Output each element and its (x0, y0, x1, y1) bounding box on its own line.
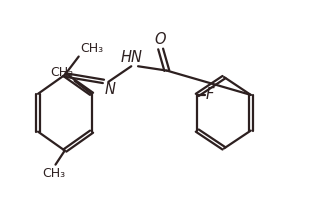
Text: HN: HN (120, 49, 142, 65)
Text: F: F (206, 87, 214, 102)
Text: CH₃: CH₃ (50, 66, 73, 79)
Text: CH₃: CH₃ (80, 42, 103, 55)
Text: CH₃: CH₃ (42, 167, 66, 180)
Text: N: N (105, 83, 116, 97)
Text: O: O (155, 32, 166, 47)
